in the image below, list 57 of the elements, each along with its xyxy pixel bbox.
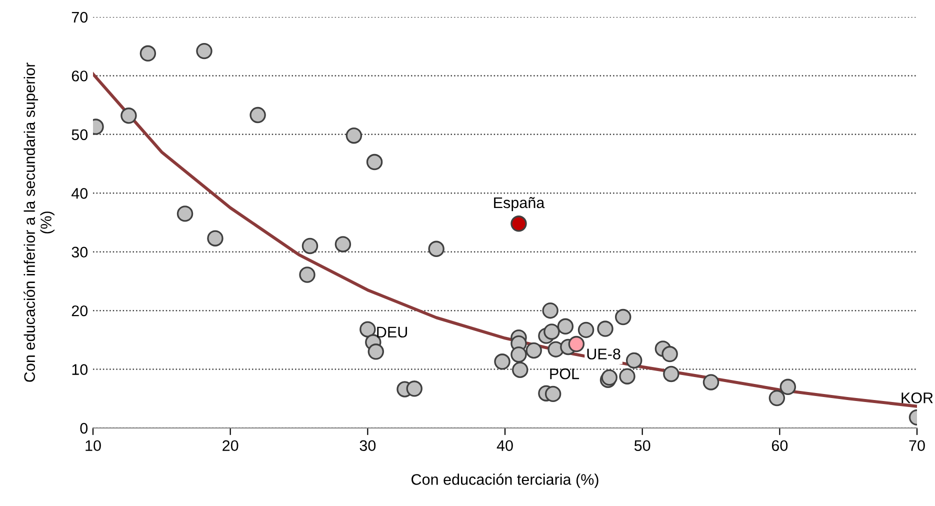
point (557, 318, 574, 335)
annotation: KOR (902, 392, 933, 404)
point (568, 336, 585, 352)
x-tick-label: 70 (909, 440, 925, 452)
x-tick-label: 10 (86, 440, 101, 452)
y-tick-label: 70 (72, 12, 88, 23)
point (120, 108, 137, 124)
point (366, 154, 383, 170)
point (663, 366, 680, 382)
point (176, 206, 194, 222)
y-tick-label: 60 (72, 70, 88, 82)
point (614, 308, 632, 326)
point (510, 216, 527, 232)
annotation: POL (550, 368, 580, 380)
point (250, 106, 266, 124)
y-tick-label: 30 (72, 246, 88, 258)
point (544, 324, 560, 340)
point (360, 321, 376, 338)
point (428, 240, 444, 258)
point (780, 378, 796, 396)
point (544, 386, 562, 402)
y-tick-label: 20 (72, 305, 88, 316)
point (597, 320, 614, 337)
x-tick-label: 30 (360, 440, 376, 452)
point (302, 238, 318, 254)
y-tick-label: 10 (72, 364, 88, 375)
series-label: España (494, 197, 545, 212)
x-tick-label: 50 (634, 440, 650, 452)
point (406, 380, 422, 397)
point (494, 354, 510, 370)
point (626, 352, 642, 369)
point (207, 230, 224, 246)
point (510, 346, 527, 363)
y-tick-label: 50 (72, 129, 88, 140)
x-tick-label: 60 (772, 440, 788, 452)
point (346, 127, 362, 144)
y-tick-label: 40 (72, 188, 88, 199)
series-label: UE-8 (587, 348, 620, 360)
point (368, 344, 384, 360)
point (299, 266, 316, 283)
point (140, 45, 156, 62)
x-axis-title: Con educación terciaria (%) (412, 473, 598, 488)
point (619, 368, 636, 384)
point (512, 362, 528, 378)
point (768, 390, 786, 406)
point (662, 346, 678, 362)
point (526, 342, 542, 359)
y-axis-title: Con educación inferior a la secundaria superior (%) (24, 62, 54, 382)
point (542, 302, 558, 319)
x-tick-label: 40 (496, 440, 513, 452)
point (702, 374, 720, 390)
point (334, 236, 352, 252)
y-tick-label: 0 (80, 422, 88, 434)
annotation: DEU (377, 326, 407, 338)
x-tick-label: 20 (222, 440, 238, 452)
point (578, 322, 594, 338)
point (196, 42, 212, 60)
